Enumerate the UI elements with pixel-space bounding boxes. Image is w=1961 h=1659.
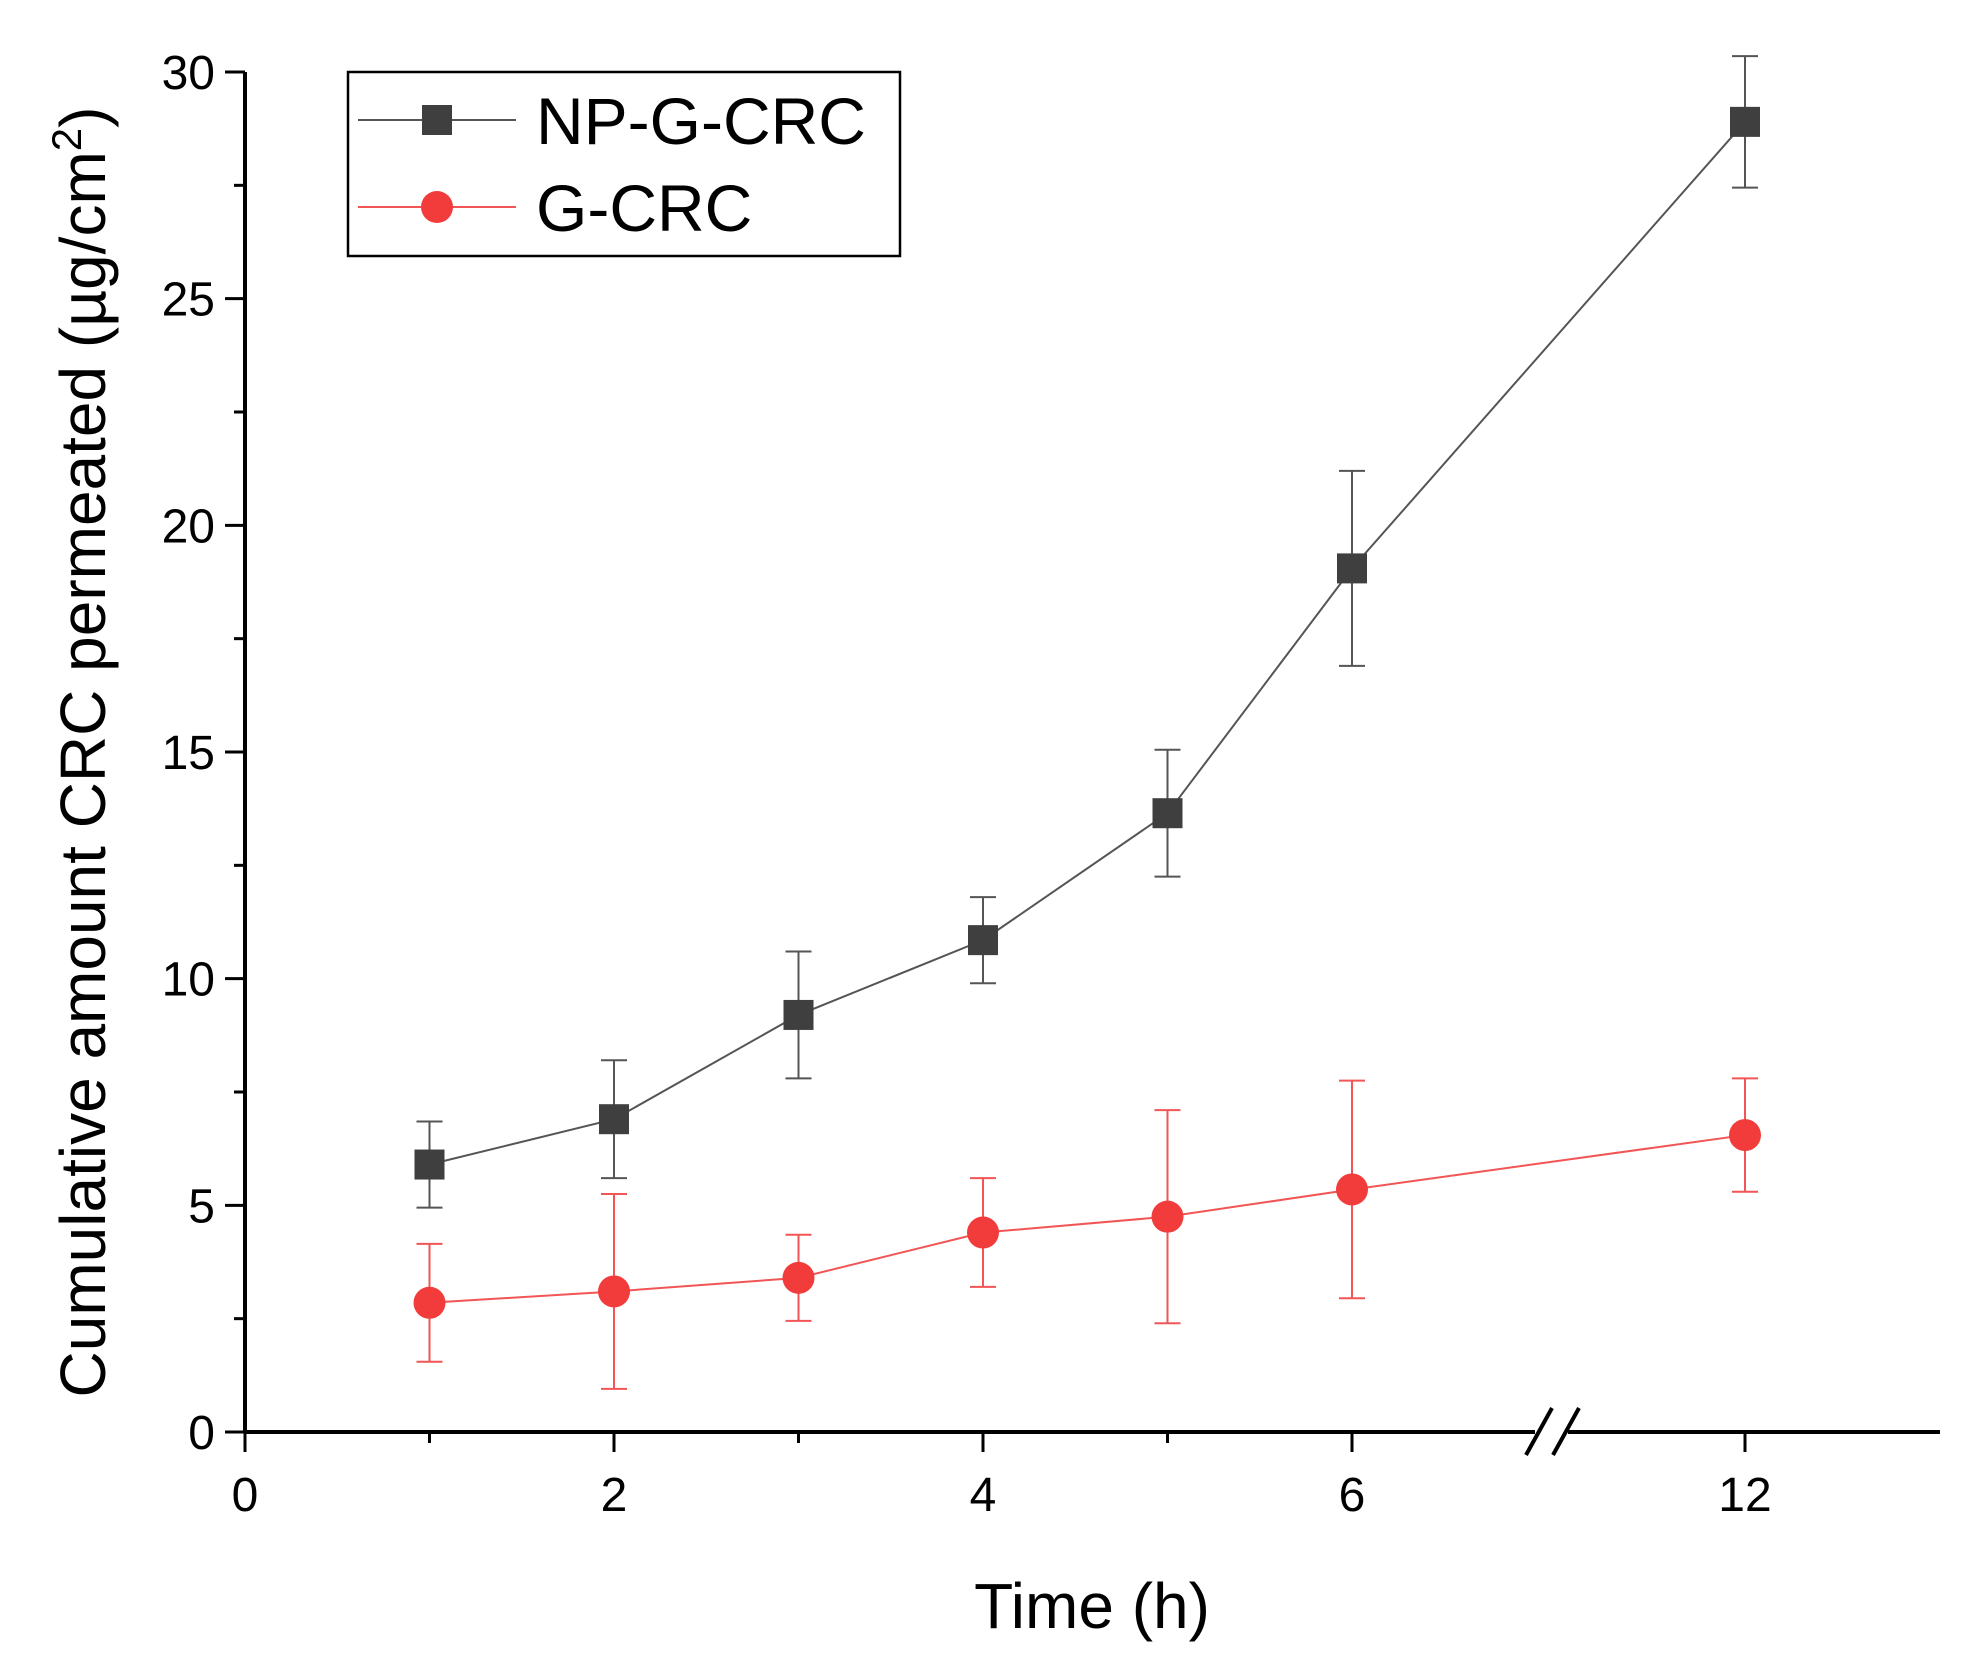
x-ticks: 0 2 4 6 12 xyxy=(232,1432,1772,1522)
data-point-circle xyxy=(598,1275,630,1308)
x-tick-label: 2 xyxy=(601,1469,628,1522)
legend-marker-circle xyxy=(421,191,453,223)
data-point-circle xyxy=(1151,1200,1184,1233)
y-axis-title-close: ) xyxy=(47,107,119,128)
axis-break-mark xyxy=(1524,1407,1581,1456)
y-tick-label: 0 xyxy=(188,1407,215,1460)
x-tick-label: 4 xyxy=(970,1469,997,1522)
series-g-crc xyxy=(413,1077,1761,1390)
data-point-circle xyxy=(1336,1173,1368,1206)
data-point-square xyxy=(1152,798,1183,829)
x-axis-title: Time (h) xyxy=(974,1570,1210,1642)
y-tick-label: 20 xyxy=(162,500,215,553)
data-point-square xyxy=(414,1149,445,1180)
y-tick-label: 15 xyxy=(162,727,215,780)
x-tick-label: 6 xyxy=(1339,1469,1366,1522)
y-axis-title-main: Cumulative amount CRC permeated (µg/cm xyxy=(47,151,119,1397)
y-tick-label: 30 xyxy=(162,47,215,100)
legend-item-np-g-crc: NP-G-CRC xyxy=(358,84,866,158)
y-tick-label: 10 xyxy=(162,954,215,1007)
data-point-circle xyxy=(782,1261,815,1294)
data-point-square xyxy=(1730,106,1760,137)
data-point-square xyxy=(968,925,998,956)
legend-label-g-crc: G-CRC xyxy=(536,171,752,245)
series-np-g-crc xyxy=(414,55,1760,1209)
data-point-circle xyxy=(413,1286,446,1319)
data-point-square xyxy=(1337,553,1367,584)
y-ticks: 0 5 10 15 20 25 30 xyxy=(162,47,245,1460)
legend-marker-square xyxy=(422,105,452,135)
y-tick-label: 25 xyxy=(162,274,215,327)
y-axis-title: Cumulative amount CRC permeated (µg/cm2) xyxy=(43,107,119,1398)
legend-label-np-g-crc: NP-G-CRC xyxy=(536,84,866,158)
data-point-circle xyxy=(1729,1119,1761,1152)
x-tick-label: 12 xyxy=(1718,1469,1771,1522)
data-point-square xyxy=(783,999,814,1030)
series-layer xyxy=(413,55,1761,1390)
legend: NP-G-CRC G-CRC xyxy=(346,70,902,258)
y-tick-label: 5 xyxy=(188,1180,215,1233)
legend-item-g-crc: G-CRC xyxy=(358,171,752,245)
data-point-circle xyxy=(967,1216,999,1249)
y-axis-title-superscript: 2 xyxy=(43,128,90,151)
data-point-square xyxy=(599,1104,629,1135)
legend-box xyxy=(346,70,902,258)
x-tick-label: 0 xyxy=(232,1469,259,1522)
